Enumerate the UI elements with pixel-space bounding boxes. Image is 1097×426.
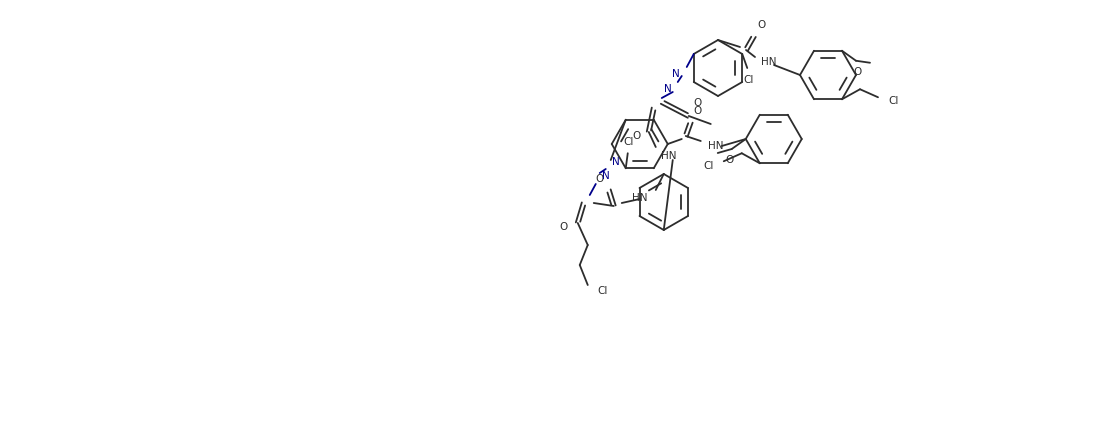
Text: N: N — [672, 69, 680, 79]
Text: N: N — [602, 171, 610, 181]
Text: Cl: Cl — [703, 161, 714, 171]
Text: O: O — [693, 98, 702, 108]
Text: Cl: Cl — [743, 75, 754, 85]
Text: O: O — [853, 67, 862, 77]
Text: O: O — [559, 222, 568, 232]
Text: O: O — [757, 20, 766, 30]
Text: N: N — [612, 157, 620, 167]
Text: Cl: Cl — [623, 137, 634, 147]
Text: N: N — [664, 84, 671, 94]
Text: O: O — [693, 106, 702, 116]
Text: HN: HN — [632, 193, 647, 203]
Text: O: O — [633, 131, 641, 141]
Text: Cl: Cl — [598, 286, 608, 296]
Text: HN: HN — [708, 141, 723, 151]
Text: HN: HN — [761, 57, 777, 67]
Text: O: O — [596, 174, 603, 184]
Text: HN: HN — [660, 151, 676, 161]
Text: O: O — [725, 155, 734, 165]
Text: Cl: Cl — [887, 96, 898, 106]
